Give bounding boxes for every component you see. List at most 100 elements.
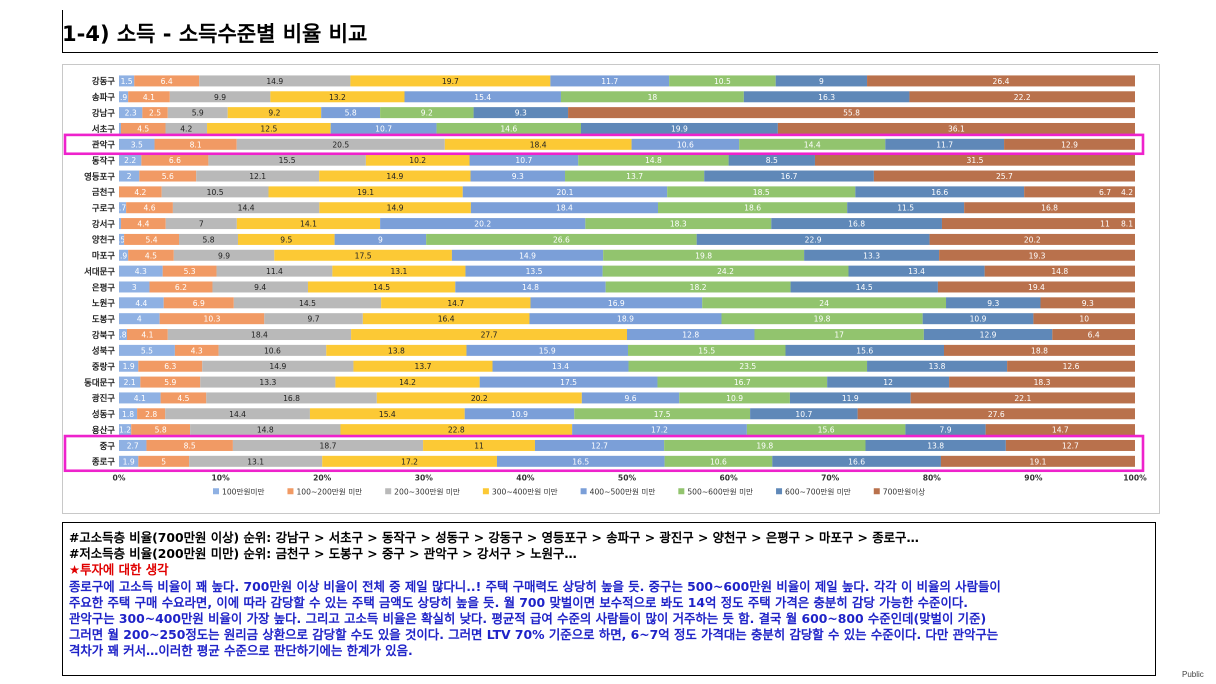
bar-segment [237,233,335,245]
data-label: 4.4 [135,299,147,308]
category-label: 구로구 [92,203,115,213]
bar-segment [199,75,351,87]
data-label: 23.5 [739,362,756,371]
bar-segment [149,281,213,293]
x-tick-label: 30% [415,473,434,482]
category-label: 중랑구 [92,362,115,372]
bar-segment [350,75,551,87]
data-label: 13.1 [247,457,264,466]
bar-segment [772,455,941,467]
bar-segment [529,313,722,325]
bar-segment [479,376,658,388]
data-label: 9.3 [1082,299,1094,308]
bar-segment [657,376,828,388]
data-label: 9.9 [214,93,226,102]
data-label: 14.5 [299,299,316,308]
data-label: 14.8 [522,283,539,292]
data-label: 3.5 [131,140,143,149]
bar-segment [754,329,924,341]
data-label: 2.1 [124,378,136,387]
data-label: 16.6 [848,457,865,466]
bar-segment [910,392,1135,404]
bar-segment [326,344,467,356]
data-label: 18.4 [556,204,573,213]
bar-segment [943,344,1135,356]
data-label: 4.6 [143,204,155,213]
data-label: 31.5 [967,156,984,165]
data-label: 5 [161,457,166,466]
data-label: 11.4 [266,267,283,276]
category-label: 은평구 [92,282,115,292]
data-label: 13.1 [390,267,407,276]
data-label: 18 [648,93,658,102]
data-label: 3 [132,283,137,292]
bar-segment [436,122,581,134]
bar-segment [534,439,665,451]
data-label: 17 [834,331,844,340]
bar-segment [743,91,910,103]
data-label: 17.5 [355,251,372,260]
data-label: 12.9 [980,331,997,340]
data-label: 5.8 [202,235,214,244]
bar-segment [126,202,173,214]
data-label: 15.6 [818,426,835,435]
category-label: 노원구 [92,298,115,308]
x-tick-label: 10% [212,473,231,482]
bar-segment [165,218,237,230]
data-label: 20.1 [557,188,574,197]
data-label: 9.3 [515,109,527,118]
data-label: 6.4 [1088,331,1100,340]
data-label: 10.6 [677,140,694,149]
bar-segment [146,439,233,451]
bar-segment [746,424,906,436]
x-tick-label: 100% [1123,473,1147,482]
bar-segment [321,107,381,119]
data-label: 11.7 [601,77,618,86]
bar-segment [867,360,1008,372]
data-label: .9 [120,251,127,260]
bar-segment [206,392,377,404]
bar-segment [119,329,127,341]
bar-segment [669,75,776,87]
data-label: 8.5 [766,156,778,165]
data-label: 13.7 [626,172,643,181]
data-label: 4.3 [191,346,203,355]
data-label: 14.5 [856,283,873,292]
bar-segment [165,408,310,420]
data-label: 17.2 [401,457,418,466]
legend-label: 700만원이상 [883,486,925,496]
bar-segment [124,233,180,245]
bar-segment [804,249,940,261]
bar-segment [128,91,170,103]
high-income-ranking: #고소득층 비율(700만원 이상) 순위: 강남구 > 서초구 > 동작구 >… [69,530,919,545]
data-label: 26.4 [993,77,1010,86]
category-label: 광진구 [92,393,115,403]
data-label: 14.1 [300,220,317,229]
data-label: 5.8 [345,109,357,118]
bar-segment [138,360,203,372]
data-label: 19.8 [814,315,831,324]
bar-segment [628,360,868,372]
bar-segment [202,360,354,372]
bar-segment [451,249,604,261]
bar-segment [704,170,874,182]
data-label: 1.8 [122,410,134,419]
data-label: 1.5 [121,77,133,86]
category-label: 동대문구 [84,377,115,387]
data-label: 4.5 [145,251,157,260]
bar-segment [119,376,141,388]
data-label: 4.1 [143,93,155,102]
bar-segment [585,218,772,230]
insight-line: 주요한 주택 구매 수요라면, 이에 따라 감당할 수 있는 주택 금액도 상당… [69,594,968,610]
data-label: 14.4 [238,204,255,213]
data-label: 18.5 [753,188,770,197]
bar-segment [119,154,142,166]
category-label: 관악구 [92,140,115,150]
category-label: 강북구 [92,330,115,340]
bar-segment [627,329,755,341]
bar-segment [380,107,474,119]
bar-segment [814,154,1135,166]
bar-segment [174,344,219,356]
bar-segment [376,392,582,404]
